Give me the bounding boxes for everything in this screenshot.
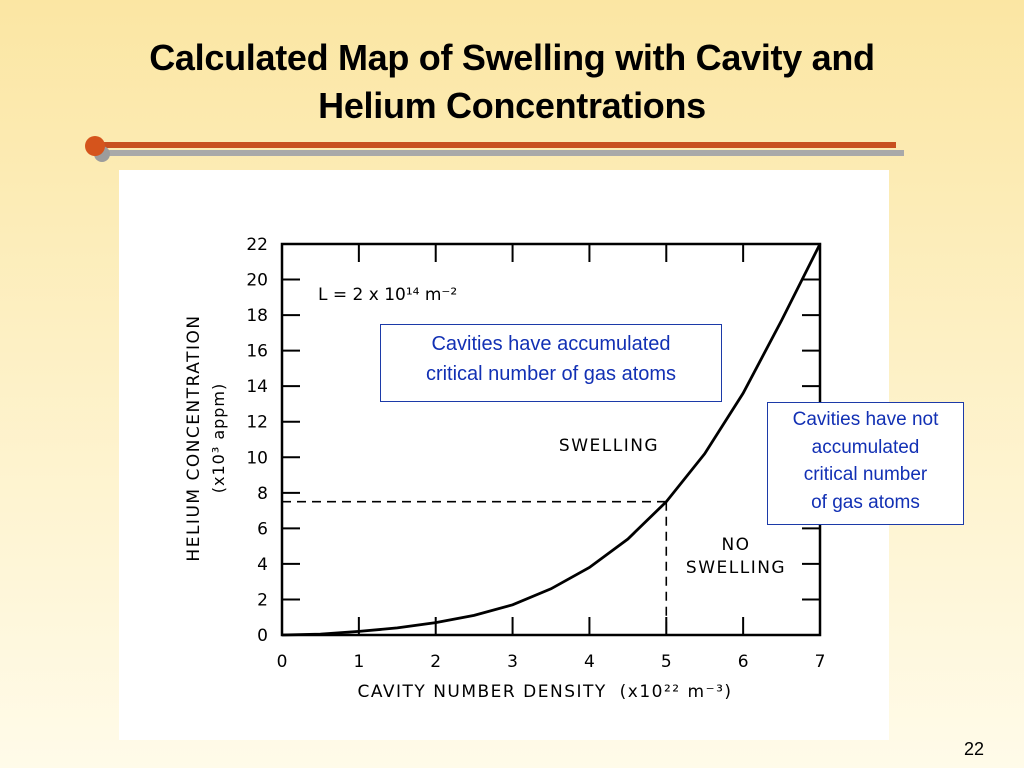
- y-tick-label: 22: [246, 235, 268, 255]
- y-tick-label: 2: [257, 590, 268, 610]
- y-tick-label: 18: [246, 306, 268, 326]
- y-tick-label: 14: [246, 377, 268, 397]
- x-tick-label: 2: [430, 652, 441, 672]
- region-label-swelling: SWELLING: [559, 436, 659, 456]
- callout-swelling-line-1: Cavities have accumulated: [431, 333, 671, 355]
- x-tick-label: 1: [353, 652, 364, 672]
- x-tick-label: 0: [277, 652, 288, 672]
- callout-no-swelling-line-4: of gas atoms: [811, 491, 920, 513]
- y-tick-label: 10: [246, 448, 268, 468]
- x-tick-label: 6: [738, 652, 749, 672]
- x-tick-label: 5: [661, 652, 672, 672]
- title-line-2: Helium Concentrations: [318, 85, 706, 126]
- callout-no-swelling-line-1: Cavities have not: [792, 409, 939, 430]
- callout-no-swelling-line-2: accumulated: [811, 436, 920, 458]
- y-tick-label: 16: [246, 342, 268, 362]
- rule-dot: [85, 136, 105, 156]
- callout-swelling: Cavities have accumulated critical numbe…: [380, 324, 722, 402]
- page-number: 22: [963, 739, 984, 759]
- title-line-1: Calculated Map of Swelling with Cavity a…: [149, 37, 875, 78]
- y-tick-label: 8: [257, 484, 268, 504]
- y-tick-label: 20: [246, 271, 268, 291]
- region-label-no: NO: [721, 535, 750, 555]
- callout-no-swelling-line-3: critical number: [803, 464, 928, 485]
- y-tick-labels: 0 2 4 6 8 10 12 14 16 18 20 22: [246, 235, 268, 646]
- y-tick-label: 6: [257, 519, 268, 539]
- x-tick-label: 4: [584, 652, 595, 672]
- region-label-no-swelling: SWELLING: [686, 558, 786, 578]
- parameter-annotation: L = 2 x 10¹⁴ m⁻²: [318, 285, 457, 305]
- slide-title: Calculated Map of Swelling with Cavity a…: [0, 34, 1024, 130]
- x-tick-label: 3: [507, 652, 518, 672]
- callout-no-swelling: Cavities have not accumulated critical n…: [767, 402, 964, 525]
- x-tick-label: 7: [815, 652, 826, 672]
- title-rule-shadow: [104, 150, 904, 156]
- title-rule: [96, 142, 896, 148]
- x-tick-labels: 0 1 2 3 4 5 6 7: [277, 652, 826, 672]
- y-axis-unit: (x10³ appm): [209, 383, 228, 494]
- series-line: [281, 243, 822, 637]
- y-tick-label: 12: [246, 413, 268, 433]
- y-tick-label: 4: [257, 555, 268, 575]
- y-tick-label: 0: [257, 626, 268, 646]
- callout-swelling-line-2: critical number of gas atoms: [425, 363, 677, 385]
- x-axis-label: CAVITY NUMBER DENSITY (x10²² m⁻³): [357, 682, 732, 702]
- y-axis-label: HELIUM CONCENTRATION: [184, 314, 204, 561]
